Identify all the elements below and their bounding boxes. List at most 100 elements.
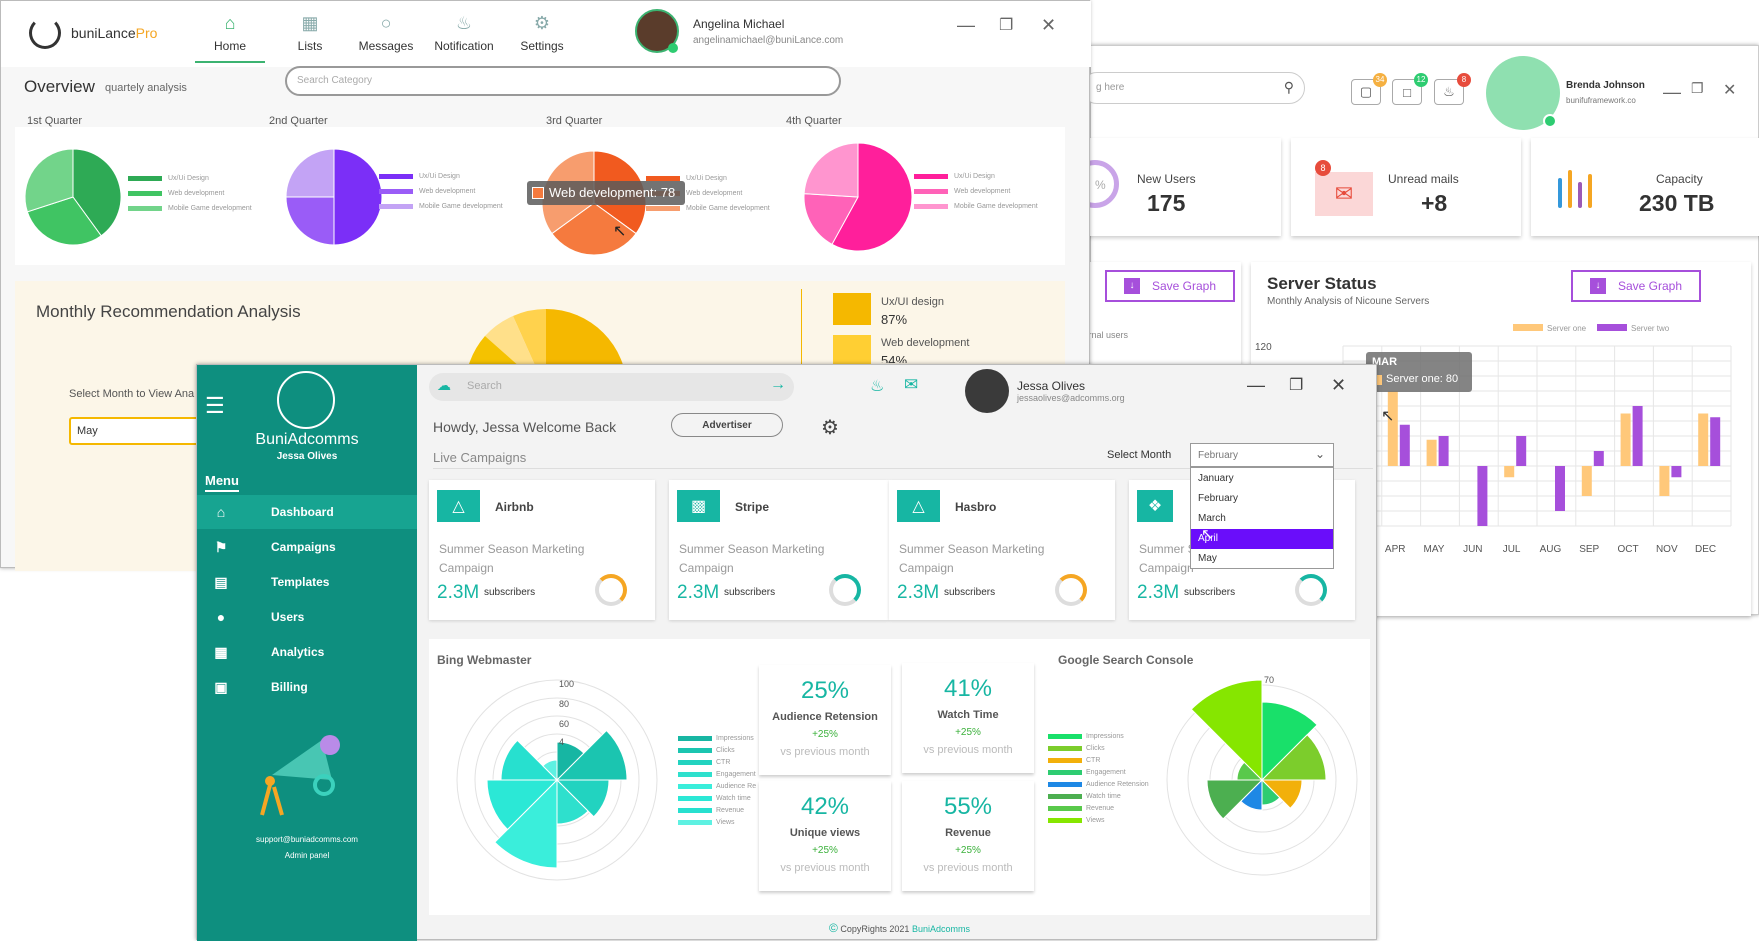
search-input[interactable]: Search Category <box>285 66 841 96</box>
month-option[interactable]: February <box>1198 493 1239 504</box>
pie-slice <box>333 148 383 246</box>
stat-value: 25% <box>800 677 850 704</box>
server-status-title: Server Status <box>1267 274 1377 293</box>
menu-users[interactable]: ● Users <box>197 600 417 634</box>
bar-server-one <box>1387 391 1398 466</box>
nav-messages[interactable]: ○ Messages <box>351 13 421 53</box>
capacity-card: Capacity 230 TB <box>1531 138 1759 236</box>
gear-icon[interactable]: ⚙ <box>821 417 839 439</box>
legend-item: Audience Retension <box>1048 781 1149 788</box>
legend-item: Watch time <box>678 795 756 802</box>
save-graph-button[interactable]: ↓ Save Graph <box>1105 270 1235 302</box>
chat-icon: □ <box>1403 84 1411 100</box>
month-select[interactable]: May <box>69 417 199 445</box>
hamburger-icon[interactable]: ☰ <box>205 393 225 418</box>
user-email: angelinamichael@buniLance.com <box>693 35 844 46</box>
minimize-button[interactable]: — <box>1663 82 1681 102</box>
bar-server-one <box>1659 466 1670 496</box>
search-icon[interactable]: ⚲ <box>1283 79 1294 95</box>
campaign-card-hasbro[interactable]: △ Hasbro Summer Season Marketing Campaig… <box>889 480 1115 620</box>
legend-item: Web development <box>914 188 1038 195</box>
legend-label: Ux/UI design <box>881 296 944 308</box>
capacity-label: Capacity <box>1656 172 1703 186</box>
select-month-label: Select Month to View Ana <box>69 388 195 400</box>
save-graph-button-2[interactable]: ↓ Save Graph <box>1571 270 1701 302</box>
radar-segment <box>486 779 559 831</box>
bar-server-two <box>1516 436 1527 466</box>
campaign-card-stripe[interactable]: ▩ Stripe Summer Season Marketing Campaig… <box>669 480 889 620</box>
maximize-button[interactable]: ❐ <box>1691 80 1704 96</box>
month-option-selected[interactable]: April <box>1191 529 1333 549</box>
bar-server-two <box>1671 466 1682 478</box>
buniadcomms-window: ☰ BuniAdcomms Jessa Olives Menu ⌂ Dashboa… <box>196 364 1377 941</box>
legend-q2: Ux/Ui Design Web development Mobile Game… <box>379 173 503 210</box>
menu-dashboard[interactable]: ⌂ Dashboard <box>197 495 417 529</box>
progress-ring <box>1295 574 1327 606</box>
bell-button[interactable]: ♨ <box>1434 79 1464 105</box>
avatar[interactable] <box>965 369 1009 413</box>
minimize-button[interactable]: — <box>1247 375 1265 395</box>
capacity-value: 230 TB <box>1639 190 1715 216</box>
stat-label: Watch Time <box>937 709 999 721</box>
month-option[interactable]: January <box>1198 473 1234 484</box>
pie-slice <box>285 148 335 198</box>
stat-label: Revenue <box>945 827 991 839</box>
maximize-button[interactable]: ❐ <box>999 17 1014 34</box>
search-box[interactable]: g here ⚲ <box>1081 72 1305 104</box>
user-name: Brenda Johnson <box>1566 80 1645 91</box>
maximize-button[interactable]: ❐ <box>1289 377 1304 394</box>
bar-server-two <box>1399 424 1410 466</box>
legend-swatch <box>678 795 712 801</box>
x-tick-label: DEC <box>1695 544 1716 555</box>
legend-label: Ux/Ui Design <box>686 175 727 182</box>
campaign-count: 2.3M <box>677 582 720 603</box>
menu-analytics[interactable]: ▦ Analytics <box>197 635 417 669</box>
online-indicator <box>668 43 678 53</box>
nav-notification[interactable]: ♨ Notification <box>429 13 499 53</box>
campaign-count: 2.3M <box>897 582 940 603</box>
search-input[interactable]: ☁ Search → <box>429 373 794 401</box>
bell-icon[interactable]: ♨ <box>870 378 885 395</box>
advertiser-button[interactable]: Advertiser <box>671 413 783 437</box>
month-option[interactable]: March <box>1198 513 1226 524</box>
nav-settings[interactable]: ⚙ Settings <box>507 13 577 53</box>
close-button[interactable]: ✕ <box>1331 375 1347 395</box>
campaign-card-airbnb[interactable]: △ Airbnb Summer Season Marketing Campaig… <box>429 480 655 620</box>
menu-campaigns[interactable]: ⚑ Campaigns <box>197 530 417 564</box>
logo-name: buniLance <box>71 25 136 41</box>
month-option[interactable]: May <box>1198 553 1217 564</box>
legend-swatch <box>1048 805 1082 811</box>
stat-label: Unique views <box>789 827 861 839</box>
menu-templates[interactable]: ▤ Templates <box>197 565 417 599</box>
user-email: bunifuframework.co <box>1566 96 1636 105</box>
overview-subtitle: quartely analysis <box>105 82 187 94</box>
google-radar-chart: 70 <box>1166 675 1358 876</box>
radar-tick-label: 80 <box>559 699 569 709</box>
legend-swatch <box>678 783 712 789</box>
legend-swatch <box>1513 324 1543 331</box>
nav-messages-label: Messages <box>358 39 414 53</box>
campaign-count: 2.3M <box>1137 582 1180 603</box>
quarter-label-1: 1st Quarter <box>27 115 83 127</box>
support-email[interactable]: support@buniadcomms.com <box>256 835 358 844</box>
chat-button[interactable]: □ <box>1392 79 1422 105</box>
month-select[interactable]: February ⌄ <box>1190 443 1334 467</box>
mouse-cursor-icon: ↖ <box>1201 526 1214 543</box>
nav-lists[interactable]: ▦ Lists <box>275 13 345 53</box>
close-button[interactable]: ✕ <box>1041 15 1057 35</box>
arrow-right-icon[interactable]: → <box>770 376 786 393</box>
mail-icon[interactable]: ✉ <box>904 375 919 394</box>
chat-badge: 12 <box>1414 73 1428 87</box>
stat-watch-time: 41% Watch Time +25% vs previous month <box>902 663 1034 773</box>
bookmark-button[interactable]: ▢ <box>1351 79 1381 105</box>
footer-brand[interactable]: BuniAdcomms <box>911 924 970 934</box>
app-logo[interactable] <box>29 17 61 49</box>
nav-home[interactable]: ⌂ Home <box>195 13 265 63</box>
legend-swatch <box>678 735 712 741</box>
legend-item: Ux/Ui Design <box>379 173 503 180</box>
legend-item: Ux/Ui Design <box>646 175 770 182</box>
menu-billing[interactable]: ▣ Billing <box>197 670 417 704</box>
close-button[interactable]: ✕ <box>1723 82 1737 99</box>
minimize-button[interactable]: — <box>957 15 975 35</box>
cloud-icon: ☁ <box>437 377 451 393</box>
